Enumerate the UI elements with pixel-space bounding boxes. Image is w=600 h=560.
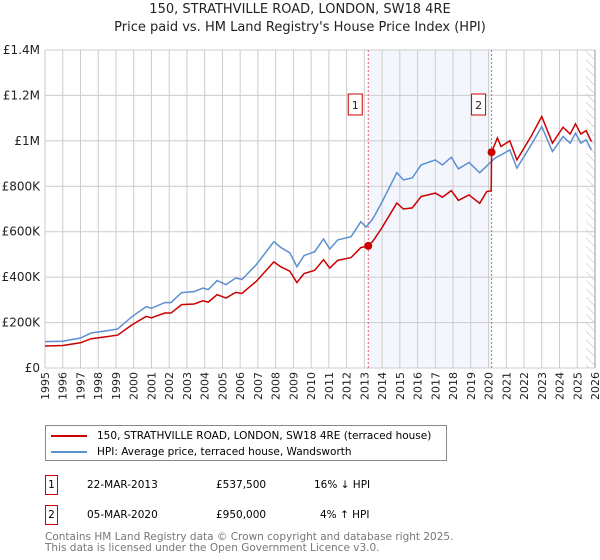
x-tick-label: 2009 (287, 372, 300, 400)
sale-label: 2 (475, 99, 482, 112)
x-tick-label: 2017 (429, 372, 442, 400)
x-tick-label: 2020 (483, 372, 496, 400)
sale-price: £537,500 (216, 479, 267, 491)
x-tick-label: 2004 (199, 372, 212, 400)
sale-row-1: 1 22-MAR-2013 £537,500 16% ↓ HPI (45, 475, 425, 495)
x-tick-label: 2010 (305, 372, 318, 400)
x-tick-label: 2026 (589, 372, 600, 400)
x-tick-label: 1999 (110, 372, 123, 400)
y-tick-label: £800K (2, 179, 42, 193)
x-tick-label: 1997 (74, 372, 87, 400)
y-tick-label: £400K (2, 270, 42, 284)
x-tick-label: 2015 (394, 372, 407, 400)
x-tick-label: 2019 (465, 372, 478, 400)
x-tick-label: 2002 (163, 372, 176, 400)
x-tick-label: 2024 (554, 372, 567, 400)
y-tick-label: £600K (2, 225, 42, 239)
sale-date: 22-MAR-2013 (87, 479, 158, 491)
x-tick-label: 2000 (128, 372, 141, 400)
legend: 150, STRATHVILLE ROAD, LONDON, SW18 4RE … (45, 425, 447, 461)
hatched-region (586, 50, 595, 368)
footer: Contains HM Land Registry data © Crown c… (45, 532, 453, 554)
x-tick-label: 2003 (181, 372, 194, 400)
x-tick-label: 2007 (252, 372, 265, 400)
x-tick-label: 2014 (376, 372, 389, 400)
sale-marker-1: 1 (45, 475, 58, 495)
x-tick-label: 2011 (323, 372, 336, 400)
x-tick-label: 2021 (500, 372, 513, 400)
x-tick-label: 2006 (234, 372, 247, 400)
x-tick-label: 2008 (270, 372, 283, 400)
x-tick-label: 2018 (447, 372, 460, 400)
sale-date: 05-MAR-2020 (87, 509, 158, 521)
chart-title: 150, STRATHVILLE ROAD, LONDON, SW18 4RE (149, 2, 451, 17)
sale-label: 1 (352, 99, 359, 112)
price-paid-line (44, 114, 593, 347)
sale-point (487, 148, 496, 157)
y-tick-label: £1.2M (3, 88, 40, 102)
sale-marker-2: 2 (45, 505, 58, 525)
legend-swatch-red (51, 435, 87, 437)
legend-label-property: 150, STRATHVILLE ROAD, LONDON, SW18 4RE … (97, 430, 432, 442)
x-tick-label: 2005 (216, 372, 229, 400)
x-tick-label: 2025 (571, 372, 584, 400)
plot-area: 1995 1996 1997 1998 1999 2000 2001 2002 2003 2004… (2, 43, 600, 400)
sale-label-box (471, 93, 487, 116)
x-tick-label: 2016 (412, 372, 425, 400)
y-tick-label: £1.4M (3, 43, 40, 57)
sale-point (364, 241, 373, 250)
footer-line-2: This data is licensed under the Open Gov… (45, 542, 380, 554)
sale-hpi-diff: 4% ↑ HPI (320, 509, 370, 521)
x-tick-label: 2023 (536, 372, 549, 400)
footer-line-1: Contains HM Land Registry data © Crown c… (45, 531, 454, 543)
sale-hpi-diff: 16% ↓ HPI (314, 479, 371, 491)
y-tick-label: £200K (2, 316, 42, 330)
x-tick-label: 2012 (341, 372, 354, 400)
sale-row-2: 2 05-MAR-2020 £950,000 4% ↑ HPI (45, 505, 425, 525)
x-tick-label: 1998 (92, 372, 105, 400)
y-tick-label: £1M (14, 134, 40, 148)
x-tick-label: 1995 (39, 372, 52, 400)
legend-swatch-blue (51, 451, 87, 453)
y-tick-label: £0 (25, 361, 40, 375)
sale-price: £950,000 (216, 509, 267, 521)
hpi-line (44, 124, 593, 343)
x-tick-label: 2001 (145, 372, 158, 400)
x-tick-label: 2013 (358, 372, 371, 400)
chart-subtitle: Price paid vs. HM Land Registry's House … (114, 20, 486, 35)
x-tick-label: 2022 (518, 372, 531, 400)
sale-label-box (347, 93, 363, 116)
x-tick-label: 1996 (57, 372, 70, 400)
legend-label-hpi: HPI: Average price, terraced house, Wand… (97, 446, 352, 458)
